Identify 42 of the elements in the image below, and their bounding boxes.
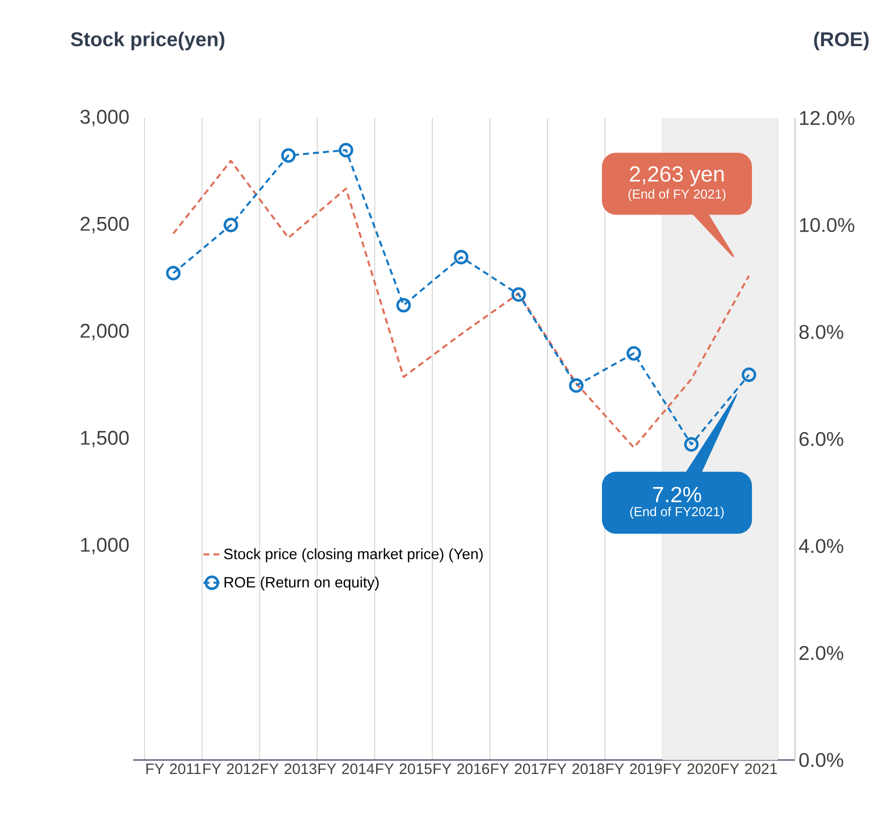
- legend-label: Stock price (closing market price) (Yen): [224, 548, 483, 562]
- annotation: (End of FY2021): [630, 506, 724, 519]
- y2-tick-label: 2.0%: [800, 646, 844, 660]
- x-tick-label: FY 2020: [664, 764, 720, 774]
- point: [742, 368, 756, 382]
- point: [454, 250, 468, 264]
- point: [569, 378, 584, 393]
- point: [511, 287, 526, 302]
- x-tick-label: FY 2019: [606, 764, 662, 774]
- x-tick-label: FY 2017: [491, 764, 547, 774]
- y-tick-label: 2,500: [80, 216, 129, 234]
- x-tick-label: FY 2012: [203, 764, 259, 774]
- point: [281, 148, 296, 163]
- point: [224, 218, 238, 232]
- y2-tick-label: 8.0%: [799, 324, 844, 340]
- point: [626, 346, 642, 361]
- y-tick-label: 3,000: [80, 110, 129, 126]
- x-tick-label: FY 2018: [548, 764, 604, 774]
- y-tick-label: 1,500: [81, 430, 129, 448]
- x-tick-label: FY 2011: [146, 764, 201, 774]
- point: [684, 437, 699, 452]
- x-tick-label: FY 2014: [318, 764, 374, 774]
- x-tick-label: FY 2016: [434, 764, 490, 774]
- y2-tick-label: 12.0%: [800, 110, 854, 126]
- y-axis-title: Stock price(yen): [70, 32, 224, 50]
- y2-tick-label: 6.0%: [800, 432, 844, 446]
- point: [396, 298, 411, 312]
- annotation: 7.2%: [653, 486, 702, 502]
- annotation: 2,263 yen: [630, 166, 724, 186]
- x-tick-label: FY 2021: [722, 764, 777, 774]
- x-tick-label: FY 2013: [260, 764, 316, 774]
- x-tick-label: FY 2015: [376, 764, 432, 774]
- y-tick-label: 2,000: [80, 324, 129, 340]
- y2-tick-label: 4.0%: [798, 538, 844, 554]
- annotation: (End of FY 2021): [628, 189, 726, 202]
- y-tick-label: 1,000: [81, 538, 129, 554]
- point: [338, 142, 354, 158]
- y2-tick-label: 10.0%: [800, 218, 854, 232]
- point: [166, 266, 181, 280]
- legend-label: ROE (Return on equity): [224, 576, 379, 590]
- y2-axis-title: (ROE): [814, 32, 869, 50]
- y2-tick-label: 0.0%: [799, 752, 844, 768]
